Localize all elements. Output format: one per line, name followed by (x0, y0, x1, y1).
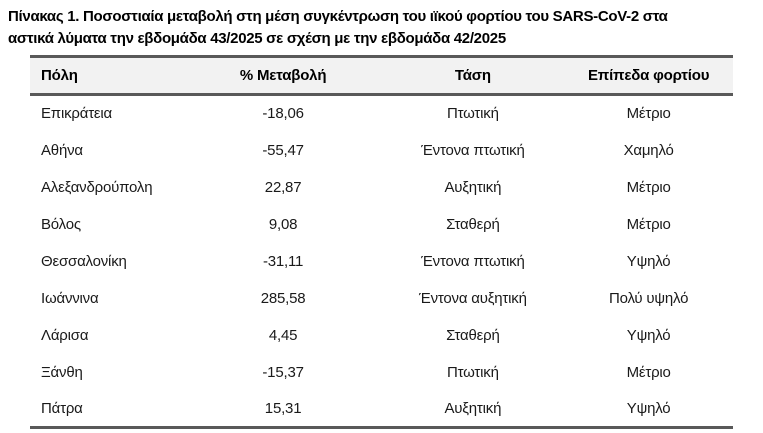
page-title: Πίνακας 1. Ποσοστιαία μεταβολή στη μέση … (0, 0, 763, 50)
level-cell: Μέτριο (564, 353, 733, 391)
change-cell: 285,58 (184, 279, 382, 317)
table-header-row: Πόλη% Μεταβολή Τάση Επίπεδα φορτίου (30, 56, 733, 96)
trend-cell: Σταθερή (381, 316, 565, 354)
city-cell: Βόλος (30, 205, 185, 243)
change-cell: -55,47 (184, 131, 382, 169)
change-cell: 22,87 (184, 168, 382, 206)
change-cell: 15,31 (184, 390, 382, 428)
table-row: Λάρισα 4,45 Σταθερή Υψηλό (30, 316, 733, 354)
table-row: Θεσσαλονίκη -31,11 Έντονα πτωτική Υψηλό (30, 242, 733, 280)
trend-cell: Έντονα πτωτική (381, 131, 565, 169)
level-cell: Χαμηλό (564, 131, 733, 169)
level-cell: Μέτριο (564, 205, 733, 243)
level-cell: Πολύ υψηλό (564, 279, 733, 317)
level-cell: Μέτριο (564, 94, 733, 132)
table-body: Επικράτεια -18,06 Πτωτική Μέτριο Αθήνα -55,47… (30, 94, 733, 428)
change-cell: -18,06 (184, 94, 382, 132)
city-cell: Αλεξανδρούπολη (30, 168, 185, 206)
table-row: Βόλος 9,08 Σταθερή Μέτριο (30, 205, 733, 243)
column-header-trend: Τάση (381, 56, 565, 96)
page-title-line-2: αστικά λύματα την εβδομάδα 43/2025 σε σχ… (8, 30, 506, 47)
trend-cell: Αυξητική (381, 390, 565, 428)
trend-cell: Αυξητική (381, 168, 565, 206)
city-cell: Αθήνα (30, 131, 185, 169)
trend-cell: Έντονα αυξητική (381, 279, 565, 317)
table-row: Πάτρα 15,31 Αυξητική Υψηλό (30, 390, 733, 428)
table-header: Πόλη% Μεταβολή Τάση Επίπεδα φορτίου (30, 56, 733, 96)
table-row: Ιωάννινα 285,58 Έντονα αυξητική Πολύ υψηλό (30, 279, 733, 317)
city-cell: Πάτρα (30, 390, 185, 428)
city-cell: Επικράτεια (30, 94, 185, 132)
change-cell: 4,45 (184, 316, 382, 354)
column-header-level: Επίπεδα φορτίου (564, 56, 733, 96)
city-cell: Λάρισα (30, 316, 185, 354)
change-cell: -15,37 (184, 353, 382, 391)
level-cell: Μέτριο (564, 168, 733, 206)
trend-cell: Πτωτική (381, 94, 565, 132)
city-cell: Θεσσαλονίκη (30, 242, 185, 280)
table-row: Ξάνθη -15,37 Πτωτική Μέτριο (30, 353, 733, 391)
table-row: Αθήνα -55,47 Έντονα πτωτική Χαμηλό (30, 131, 733, 169)
change-cell: -31,11 (184, 242, 382, 280)
level-cell: Υψηλό (564, 390, 733, 428)
column-header-change: % Μεταβολή (184, 56, 382, 96)
change-cell: 9,08 (184, 205, 382, 243)
trend-cell: Έντονα πτωτική (381, 242, 565, 280)
viral-load-table-container: Πόλη% Μεταβολή Τάση Επίπεδα φορτίου Επικρά… (30, 55, 733, 429)
column-header-city: Πόλη (30, 56, 185, 96)
level-cell: Υψηλό (564, 316, 733, 354)
trend-cell: Σταθερή (381, 205, 565, 243)
table-row: Επικράτεια -18,06 Πτωτική Μέτριο (30, 94, 733, 132)
table-row: Αλεξανδρούπολη 22,87 Αυξητική Μέτριο (30, 168, 733, 206)
city-cell: Ιωάννινα (30, 279, 185, 317)
viral-load-table: Πόλη% Μεταβολή Τάση Επίπεδα φορτίου Επικρά… (30, 55, 733, 429)
level-cell: Υψηλό (564, 242, 733, 280)
trend-cell: Πτωτική (381, 353, 565, 391)
page-title-line-1: Πίνακας 1. Ποσοστιαία μεταβολή στη μέση … (8, 8, 668, 25)
city-cell: Ξάνθη (30, 353, 185, 391)
